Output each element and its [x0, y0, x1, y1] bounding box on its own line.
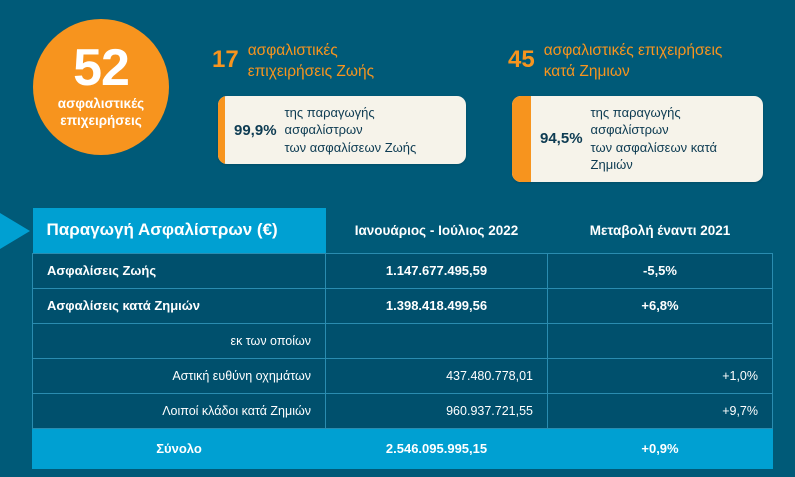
row-change: +1,0%	[547, 357, 773, 394]
column-header-title: Παραγωγή Ασφαλίστρων (€)	[32, 208, 326, 253]
life-share-text-line2: των ασφαλίσεων Ζωής	[284, 139, 417, 155]
life-companies-count: 17	[212, 46, 239, 73]
total-companies-label-line2: επιχειρήσεις	[60, 112, 142, 128]
nonlife-companies-description: ασφαλιστικές επιχειρήσεις κατά Ζημιων	[544, 40, 723, 83]
nonlife-companies-description-line1: ασφαλιστικές επιχειρήσεις	[543, 42, 723, 59]
total-value: 2.546.095.995,15	[325, 427, 548, 469]
row-label: εκ των οποίων	[32, 322, 326, 359]
total-companies-number: 52	[73, 39, 130, 98]
table-body: Ασφαλίσεις Ζωής 1.147.677.495,59 -5,5% Α…	[32, 252, 773, 469]
nonlife-share-percent: 94,5%	[540, 130, 583, 148]
table-total-row: Σύνολο 2.546.095.995,15 +0,9%	[32, 427, 773, 469]
total-companies-label: ασφαλιστικές επιχειρήσεις	[58, 96, 144, 130]
row-change	[547, 322, 773, 359]
row-change: -5,5%	[547, 252, 773, 289]
life-companies-description: ασφαλιστικές επιχειρήσεις Ζωής	[248, 40, 374, 83]
column-header-change: Μεταβολή έναντι 2021	[589, 222, 731, 238]
row-value	[325, 322, 548, 359]
life-companies-group: 17 ασφαλιστικές επιχειρήσεις Ζωής 99,9% …	[212, 40, 477, 165]
table-row: Αστική ευθύνη οχημάτων 437.480.778,01 +1…	[32, 357, 773, 394]
life-companies-description-line1: ασφαλιστικές	[247, 42, 338, 59]
row-change: +6,8%	[547, 287, 773, 324]
total-change: +0,9%	[547, 427, 773, 469]
life-share-badge: 99,9% της παραγωγής ασφαλίστρων των ασφα…	[218, 95, 466, 165]
nonlife-companies-group: 45 ασφαλιστικές επιχειρήσεις κατά Ζημιων…	[508, 40, 788, 183]
table-head: Παραγωγή Ασφαλίστρων (€) Ιανουάριος - Ιο…	[32, 208, 773, 253]
nonlife-companies-heading: 45 ασφαλιστικές επιχειρήσεις κατά Ζημιων	[508, 40, 788, 83]
premium-production-table: Παραγωγή Ασφαλίστρων (€) Ιανουάριος - Ιο…	[32, 208, 773, 469]
row-change: +9,7%	[547, 392, 773, 429]
table-row: Ασφαλίσεις κατά Ζημιών 1.398.418.499,56 …	[32, 287, 773, 324]
row-value: 1.398.418.499,56	[325, 287, 548, 324]
row-value: 1.147.677.495,59	[325, 252, 548, 289]
row-value: 437.480.778,01	[325, 357, 548, 394]
nonlife-companies-description-line2: κατά Ζημιων	[543, 62, 630, 80]
life-companies-description-line2: επιχειρήσεις Ζωής	[247, 62, 375, 80]
life-badge-body: 99,9% της παραγωγής ασφαλίστρων των ασφα…	[225, 96, 466, 165]
nonlife-share-text: της παραγωγής ασφαλίστρων των ασφαλίσεων…	[591, 104, 752, 174]
row-label: Ασφαλίσεις Ζωής	[32, 252, 326, 289]
nonlife-share-text-line2: των ασφαλίσεων κατά Ζημιών	[590, 139, 718, 173]
row-label: Ασφαλίσεις κατά Ζημιών	[32, 287, 326, 324]
table-row: εκ των οποίων	[32, 322, 773, 359]
table-row: Ασφαλίσεις Ζωής 1.147.677.495,59 -5,5%	[32, 252, 773, 289]
nonlife-companies-count: 45	[508, 46, 535, 73]
row-value: 960.937.721,55	[325, 392, 548, 429]
row-label: Λοιποί κλάδοι κατά Ζημιών	[32, 392, 326, 429]
triangle-pointer-icon	[0, 213, 30, 249]
total-companies-label-line1: ασφαλιστικές	[57, 95, 145, 111]
premium-production-table-wrapper: Παραγωγή Ασφαλίστρων (€) Ιανουάριος - Ιο…	[0, 208, 773, 469]
life-share-text-line1: της παραγωγής ασφαλίστρων	[284, 104, 375, 138]
life-badge-accent-bar	[218, 95, 225, 165]
table-header-row: Παραγωγή Ασφαλίστρων (€) Ιανουάριος - Ιο…	[32, 208, 773, 253]
highlights-section: 52 ασφαλιστικές επιχειρήσεις 17 ασφαλιστ…	[0, 0, 795, 185]
row-label: Αστική ευθύνη οχημάτων	[32, 357, 326, 394]
life-share-text: της παραγωγής ασφαλίστρων των ασφαλίσεων…	[285, 104, 455, 157]
life-share-percent: 99,9%	[234, 121, 277, 139]
life-companies-heading: 17 ασφαλιστικές επιχειρήσεις Ζωής	[212, 40, 477, 83]
table-row: Λοιποί κλάδοι κατά Ζημιών 960.937.721,55…	[32, 392, 773, 429]
total-label: Σύνολο	[32, 427, 326, 469]
nonlife-share-text-line1: της παραγωγής ασφαλίστρων	[590, 104, 681, 138]
nonlife-share-badge: 94,5% της παραγωγής ασφαλίστρων των ασφα…	[512, 95, 763, 183]
total-companies-circle: 52 ασφαλιστικές επιχειρήσεις	[33, 19, 169, 155]
nonlife-badge-accent-bar	[512, 95, 531, 183]
column-header-period: Ιανουάριος - Ιούλιος 2022	[354, 222, 519, 238]
nonlife-badge-body: 94,5% της παραγωγής ασφαλίστρων των ασφα…	[531, 96, 763, 182]
